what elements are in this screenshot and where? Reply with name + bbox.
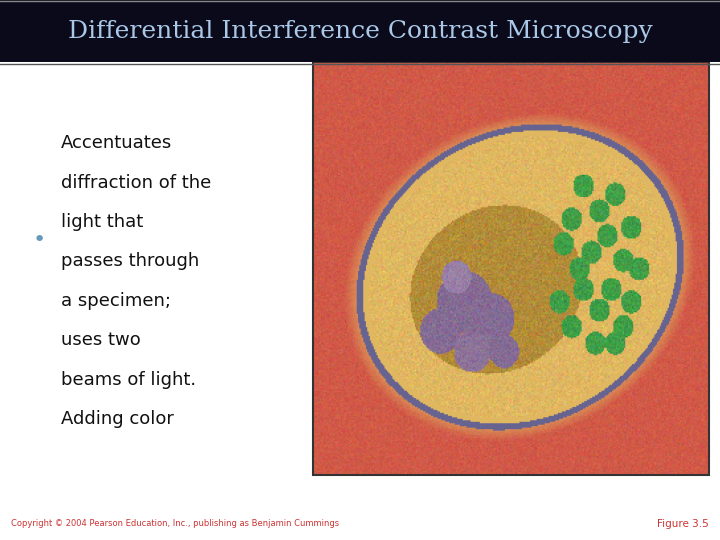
Text: Copyright © 2004 Pearson Education, Inc., publishing as Benjamin Cummings: Copyright © 2004 Pearson Education, Inc.… [11,519,339,528]
Text: •: • [32,230,45,251]
Text: Adding color: Adding color [61,410,174,428]
Text: Differential Interference Contrast Microscopy: Differential Interference Contrast Micro… [68,19,652,43]
Text: beams of light.: beams of light. [61,370,197,389]
Text: passes through: passes through [61,252,199,271]
Text: diffraction of the: diffraction of the [61,173,212,192]
Text: Accentuates: Accentuates [61,134,173,152]
Text: uses two: uses two [61,331,141,349]
Text: Figure 3.5: Figure 3.5 [657,519,709,529]
Text: light that: light that [61,213,143,231]
Text: a specimen;: a specimen; [61,292,171,310]
